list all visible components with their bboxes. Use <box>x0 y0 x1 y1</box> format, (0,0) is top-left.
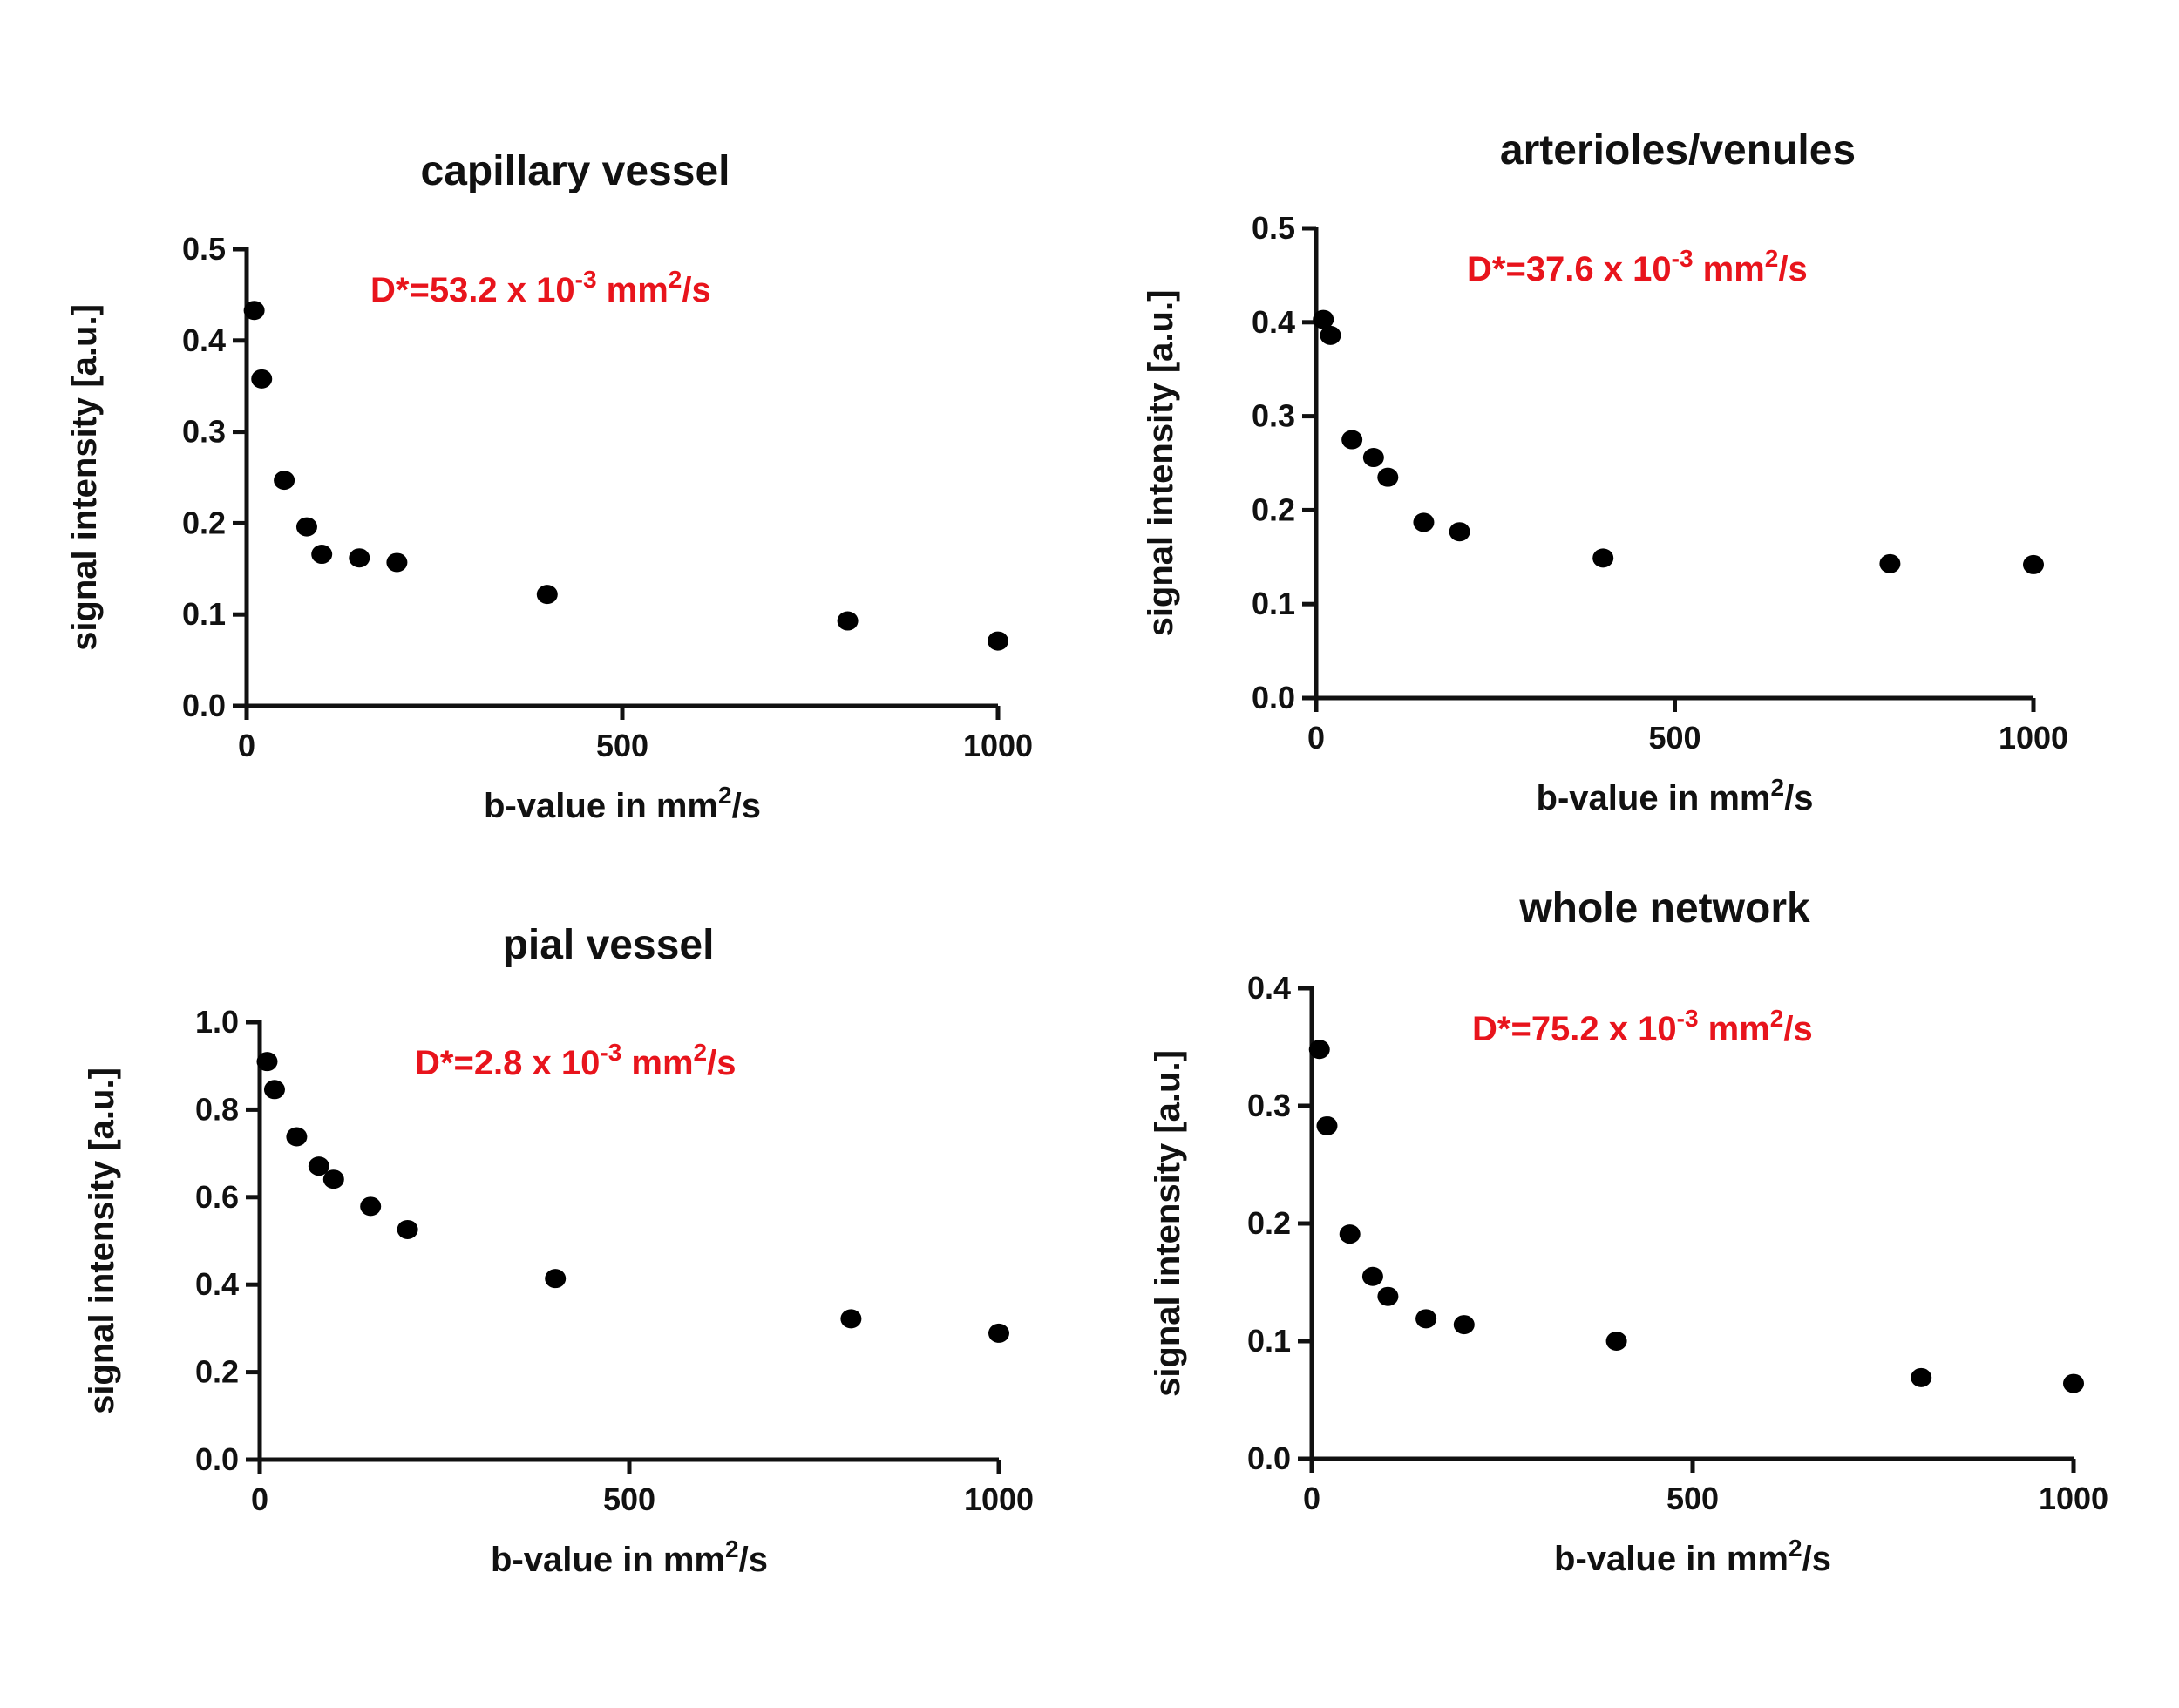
x-tick-label: 0 <box>238 728 255 763</box>
data-point <box>1377 1286 1399 1306</box>
data-point <box>251 369 273 389</box>
data-point <box>1341 430 1363 450</box>
y-tick-label: 1.0 <box>195 1004 239 1040</box>
data-point <box>840 1309 862 1329</box>
y-tick-label: 0.6 <box>195 1179 239 1215</box>
y-axis-label: signal intensity [a.u.] <box>1149 1050 1187 1397</box>
data-point <box>2023 554 2044 574</box>
data-point <box>263 1080 285 1100</box>
y-tick-label: 0.8 <box>195 1091 239 1127</box>
data-point <box>243 301 265 321</box>
y-axis-label: signal intensity [a.u.] <box>83 1068 121 1414</box>
y-tick-label: 0.1 <box>182 596 226 632</box>
x-tick-label: 500 <box>1648 720 1700 756</box>
x-axis-label: b-value in mm2/s <box>1554 1535 1831 1578</box>
data-point <box>274 471 295 491</box>
data-point <box>1361 1266 1383 1286</box>
x-tick-label: 0 <box>1303 1481 1320 1516</box>
data-point <box>1377 467 1399 487</box>
y-tick-label: 0.3 <box>1247 1088 1291 1123</box>
chart-title: whole network <box>1518 885 1810 932</box>
x-tick-label: 500 <box>1666 1481 1719 1516</box>
chart-panel-3: pial vessel 0.0 0.2 0.4 0.6 0.8 1.0 0 500 1000 b-v… <box>83 922 1034 1579</box>
data-point <box>360 1196 382 1217</box>
y-axis-label: signal intensity [a.u.] <box>1142 290 1180 637</box>
diffusion-annotation: D*=75.2 x 10-3 mm2/s <box>1472 1005 1813 1048</box>
data-point <box>1453 1315 1475 1335</box>
chart-panel-4: whole network 0.0 0.1 0.2 0.3 0.4 0 500 1000 b-va… <box>1149 885 2108 1578</box>
x-axis-label: b-value in mm2/s <box>1537 774 1814 817</box>
x-tick-label: 0 <box>251 1481 268 1517</box>
y-tick-label: 0.5 <box>182 231 226 267</box>
data-point <box>308 1156 329 1176</box>
x-tick-label: 1000 <box>1999 720 2068 756</box>
x-tick-label: 1000 <box>963 728 1033 763</box>
data-point <box>1362 448 1384 468</box>
x-axis-label: b-value in mm2/s <box>491 1535 768 1579</box>
chart-panel-2: arterioles/venules 0.0 0.1 0.2 0.3 0.4 0.5 0 500… <box>1142 127 2068 817</box>
data-point <box>1316 1115 1338 1135</box>
data-point <box>295 517 317 537</box>
x-tick-label: 500 <box>596 728 648 763</box>
y-tick-label: 0.0 <box>1247 1440 1291 1476</box>
data-point <box>322 1169 344 1190</box>
y-tick-label: 0.0 <box>182 688 226 723</box>
y-tick-label: 0.2 <box>1247 1205 1291 1241</box>
x-axis-label: b-value in mm2/s <box>484 782 761 825</box>
data-point <box>988 631 1008 651</box>
y-tick-label: 0.1 <box>1247 1323 1291 1359</box>
data-point <box>545 1269 567 1289</box>
diffusion-annotation: D*=2.8 x 10-3 mm2/s <box>415 1039 736 1082</box>
x-tick-label: 1000 <box>2039 1481 2108 1516</box>
y-tick-label: 0.4 <box>1247 970 1291 1006</box>
y-tick-label: 0.2 <box>195 1354 239 1390</box>
chart-panel-1: capillary vessel 0.0 0.1 0.2 0.3 0.4 0.5 0 500 10… <box>65 148 1033 825</box>
data-point <box>837 611 859 631</box>
data-point <box>1449 522 1470 542</box>
data-point <box>2063 1373 2084 1393</box>
y-tick-label: 0.3 <box>182 414 226 450</box>
y-tick-label: 0.2 <box>1252 491 1295 527</box>
x-tick-label: 0 <box>1307 720 1325 756</box>
y-tick-label: 0.4 <box>182 322 226 358</box>
data-point <box>1320 325 1341 345</box>
data-point <box>1308 1040 1330 1060</box>
data-point <box>1911 1367 1932 1387</box>
y-tick-label: 0.3 <box>1252 398 1295 434</box>
y-tick-label: 0.4 <box>195 1266 239 1302</box>
y-tick-label: 0.0 <box>1252 680 1295 715</box>
data-point <box>397 1219 418 1239</box>
data-point <box>1415 1309 1437 1329</box>
diffusion-annotation: D*=37.6 x 10-3 mm2/s <box>1467 245 1808 288</box>
y-tick-label: 0.1 <box>1252 586 1295 621</box>
data-point <box>286 1127 308 1147</box>
data-point <box>1313 309 1334 329</box>
diffusion-annotation: D*=53.2 x 10-3 mm2/s <box>370 266 711 309</box>
data-point <box>1339 1224 1361 1244</box>
x-tick-label: 500 <box>603 1481 655 1517</box>
data-point <box>349 548 370 568</box>
data-point <box>386 552 408 573</box>
chart-title: pial vessel <box>503 922 715 968</box>
data-point <box>1605 1332 1627 1351</box>
data-point <box>1413 512 1435 532</box>
y-tick-label: 0.4 <box>1252 304 1295 340</box>
data-point <box>988 1323 1009 1343</box>
y-tick-label: 0.0 <box>195 1441 239 1477</box>
x-tick-label: 1000 <box>964 1481 1034 1517</box>
y-tick-label: 0.5 <box>1252 210 1295 246</box>
chart-title: capillary vessel <box>421 148 730 194</box>
data-point <box>256 1052 278 1072</box>
y-axis-label: signal intensity [a.u.] <box>65 304 104 651</box>
data-point <box>311 545 333 565</box>
y-tick-label: 0.2 <box>182 505 226 540</box>
data-point <box>536 585 558 605</box>
chart-title: arterioles/venules <box>1500 127 1856 173</box>
data-point <box>1879 553 1901 573</box>
data-point <box>1592 548 1614 568</box>
